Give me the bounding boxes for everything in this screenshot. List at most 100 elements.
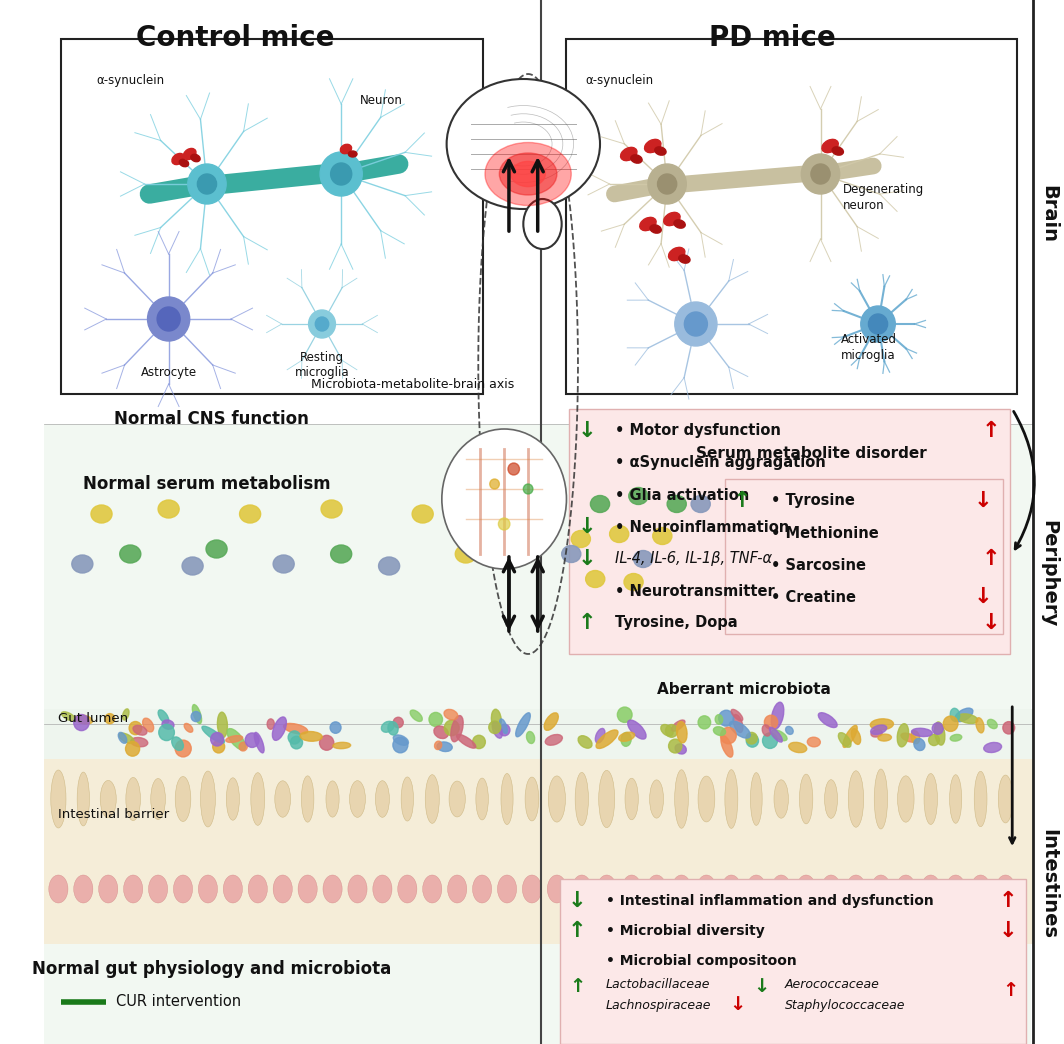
- Ellipse shape: [750, 773, 762, 826]
- Ellipse shape: [434, 741, 442, 750]
- Ellipse shape: [73, 875, 93, 903]
- Ellipse shape: [914, 738, 925, 751]
- Text: Degenerating
neuron: Degenerating neuron: [843, 183, 924, 212]
- Ellipse shape: [348, 875, 367, 903]
- Ellipse shape: [412, 505, 433, 523]
- Text: • Sarcosine: • Sarcosine: [770, 557, 866, 572]
- Ellipse shape: [62, 712, 76, 721]
- Ellipse shape: [625, 778, 638, 820]
- Circle shape: [159, 725, 174, 740]
- Ellipse shape: [697, 875, 716, 903]
- Ellipse shape: [493, 721, 502, 738]
- Text: PD mice: PD mice: [710, 24, 836, 52]
- Ellipse shape: [300, 732, 322, 741]
- Ellipse shape: [621, 733, 631, 746]
- Circle shape: [213, 740, 225, 753]
- Ellipse shape: [996, 875, 1015, 903]
- Circle shape: [720, 728, 736, 743]
- Ellipse shape: [675, 769, 688, 828]
- Ellipse shape: [645, 139, 661, 152]
- Text: ↓: ↓: [578, 517, 596, 537]
- Ellipse shape: [976, 717, 984, 733]
- Ellipse shape: [340, 144, 351, 153]
- Ellipse shape: [934, 721, 945, 745]
- Ellipse shape: [321, 500, 343, 518]
- Text: • Intestinal inflammation and dysfunction: • Intestinal inflammation and dysfunctio…: [605, 894, 933, 908]
- Ellipse shape: [456, 734, 476, 749]
- Circle shape: [508, 462, 519, 475]
- Ellipse shape: [639, 217, 656, 231]
- Ellipse shape: [190, 155, 200, 162]
- Text: Normal CNS function: Normal CNS function: [114, 410, 310, 428]
- Text: • Microbial diversity: • Microbial diversity: [605, 924, 765, 938]
- Ellipse shape: [501, 774, 513, 825]
- Ellipse shape: [679, 255, 691, 263]
- Ellipse shape: [275, 781, 290, 817]
- Ellipse shape: [372, 875, 392, 903]
- Ellipse shape: [954, 708, 972, 721]
- Ellipse shape: [730, 721, 750, 738]
- Ellipse shape: [348, 151, 358, 157]
- Circle shape: [932, 722, 944, 734]
- Text: α-synuclein: α-synuclein: [97, 74, 165, 87]
- Ellipse shape: [442, 429, 566, 569]
- Circle shape: [176, 740, 192, 757]
- Ellipse shape: [119, 733, 134, 743]
- Ellipse shape: [647, 875, 666, 903]
- Ellipse shape: [284, 723, 307, 734]
- Ellipse shape: [162, 720, 174, 730]
- Text: ↑: ↑: [569, 977, 585, 997]
- Circle shape: [129, 721, 142, 735]
- Circle shape: [648, 164, 686, 204]
- Ellipse shape: [254, 733, 264, 753]
- Circle shape: [315, 317, 329, 331]
- Text: Brain: Brain: [1040, 185, 1059, 243]
- Ellipse shape: [950, 734, 962, 741]
- Circle shape: [746, 733, 758, 744]
- Ellipse shape: [721, 875, 741, 903]
- Circle shape: [675, 302, 717, 346]
- Ellipse shape: [227, 729, 246, 750]
- Ellipse shape: [599, 770, 615, 828]
- Ellipse shape: [267, 719, 275, 730]
- Circle shape: [126, 741, 139, 756]
- Ellipse shape: [832, 147, 844, 156]
- Circle shape: [746, 734, 759, 748]
- Ellipse shape: [572, 875, 592, 903]
- Ellipse shape: [388, 721, 398, 735]
- Circle shape: [105, 714, 115, 723]
- Bar: [62, 39, 483, 394]
- Ellipse shape: [447, 79, 600, 209]
- Ellipse shape: [585, 570, 604, 588]
- Circle shape: [658, 174, 677, 194]
- Ellipse shape: [671, 875, 692, 903]
- Text: ↓: ↓: [975, 491, 993, 511]
- Ellipse shape: [821, 139, 838, 152]
- Text: • Microbial compositoon: • Microbial compositoon: [605, 954, 797, 968]
- Ellipse shape: [92, 505, 112, 523]
- Ellipse shape: [998, 775, 1013, 823]
- Ellipse shape: [198, 875, 217, 903]
- Ellipse shape: [206, 540, 227, 557]
- Circle shape: [811, 164, 830, 184]
- Ellipse shape: [323, 875, 343, 903]
- Ellipse shape: [897, 723, 909, 746]
- Ellipse shape: [176, 777, 190, 822]
- Ellipse shape: [958, 714, 978, 723]
- Ellipse shape: [677, 721, 687, 743]
- Circle shape: [309, 310, 335, 338]
- Ellipse shape: [652, 527, 671, 545]
- Ellipse shape: [774, 780, 788, 818]
- Circle shape: [763, 733, 778, 749]
- Ellipse shape: [410, 710, 422, 721]
- Text: • Creatine: • Creatine: [770, 590, 855, 604]
- Circle shape: [668, 739, 682, 753]
- Ellipse shape: [654, 147, 666, 156]
- Ellipse shape: [522, 875, 542, 903]
- Ellipse shape: [226, 736, 243, 742]
- Bar: [44, 723, 1033, 944]
- Circle shape: [499, 725, 510, 736]
- Text: Serum metabolite disorder: Serum metabolite disorder: [696, 447, 927, 461]
- Ellipse shape: [650, 224, 661, 233]
- Ellipse shape: [248, 875, 267, 903]
